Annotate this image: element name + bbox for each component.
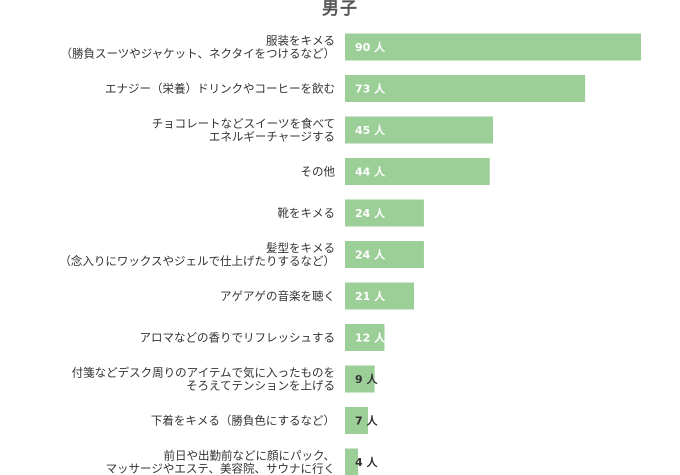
chart-title: 男子: [322, 0, 358, 19]
bar-value-label: 44 人: [355, 165, 386, 179]
category-label: エナジー（栄養）ドリンクやコーヒーを飲む: [105, 82, 335, 96]
bar-value-label: 4 人: [355, 455, 378, 469]
category-label: チョコレートなどスイーツを食べてエネルギーチャージする: [152, 117, 335, 144]
bar: [345, 199, 424, 227]
bar: [345, 324, 385, 351]
bar: [345, 282, 415, 310]
bar-value-label: 45 人: [355, 123, 386, 137]
bar: [345, 448, 359, 475]
bar-value-label: 24 人: [355, 206, 386, 220]
bar-value-label: 90 人: [355, 40, 386, 54]
category-label: 髪型をキメる（念入りにワックスやジェルで仕上げたりするなど）: [59, 241, 335, 268]
category-label: 靴をキメる: [278, 206, 336, 220]
bar-value-label: 12 人: [355, 331, 386, 345]
category-label: 付箋などデスク周りのアイテムで気に入ったものをそろえてテンションを上げる: [72, 366, 335, 393]
bar-value-label: 21 人: [355, 289, 386, 303]
bar: [345, 116, 493, 144]
bar-value-label: 9 人: [355, 372, 378, 386]
bar: [345, 33, 641, 61]
category-label: アロマなどの香りでリフレッシュする: [140, 331, 336, 345]
bar: [345, 241, 424, 268]
category-label: その他: [301, 165, 336, 179]
bar: [345, 158, 490, 185]
bar-value-label: 7 人: [355, 414, 378, 428]
bar: [345, 407, 369, 434]
category-label: 下着をキメる（勝負色にするなど）: [151, 414, 335, 428]
bar-value-label: 24 人: [355, 248, 386, 262]
bar: [345, 365, 375, 393]
category-label: 前日や出勤前などに顔にパック、マッサージやエステ、美容院、サウナに行く: [106, 449, 335, 475]
category-label: 服装をキメる（勝負スーツやジャケット、ネクタイをつけるなど）: [60, 34, 335, 61]
bar-value-label: 73 人: [355, 82, 386, 96]
category-label: アゲアゲの音楽を聴く: [220, 289, 335, 303]
bar: [345, 75, 586, 102]
